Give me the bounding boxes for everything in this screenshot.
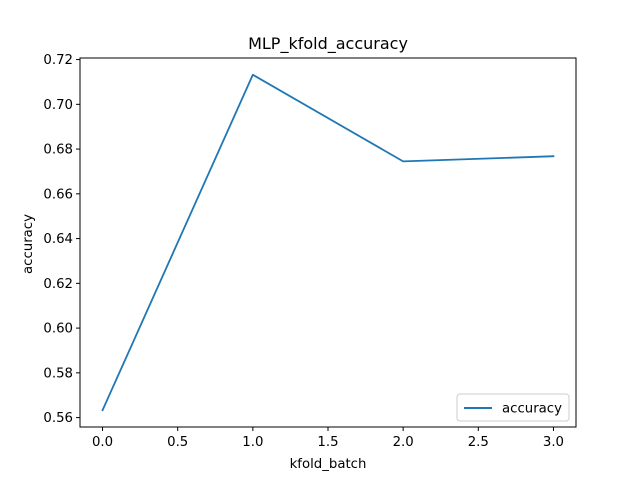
x-axis-label: kfold_batch [290,457,367,472]
x-tick-label: 1.0 [242,435,263,450]
x-tick-label: 0.5 [167,435,188,450]
y-tick-label: 0.58 [43,366,73,381]
y-tick-label: 0.66 [43,187,73,202]
legend: accuracy [456,393,570,422]
y-tick-label: 0.64 [43,232,73,247]
x-axis: 0.0 0.5 1.0 1.5 2.0 2.5 3.0 [92,427,564,450]
y-tick-label: 0.70 [43,98,73,113]
x-tick-label: 2.0 [393,435,414,450]
x-tick-label: 1.5 [317,435,338,450]
y-tick-label: 0.62 [43,277,73,292]
x-tick-label: 3.0 [543,435,564,450]
y-tick-label: 0.68 [43,143,73,158]
legend-label: accuracy [502,402,562,417]
legend-box [456,393,570,422]
y-axis: 0.56 0.58 0.60 0.62 0.64 0.66 0.68 0.70 0.72 [43,53,80,426]
y-tick-label: 0.56 [43,411,73,426]
chart-title: MLP_kfold_accuracy [248,34,408,54]
y-tick-label: 0.72 [43,53,73,68]
series-layer [101,73,555,412]
series-line-accuracy [101,73,555,412]
x-tick-label: 0.0 [92,435,113,450]
y-tick-label: 0.60 [43,322,73,337]
y-axis-label: accuracy [21,214,36,274]
x-tick-label: 2.5 [468,435,489,450]
